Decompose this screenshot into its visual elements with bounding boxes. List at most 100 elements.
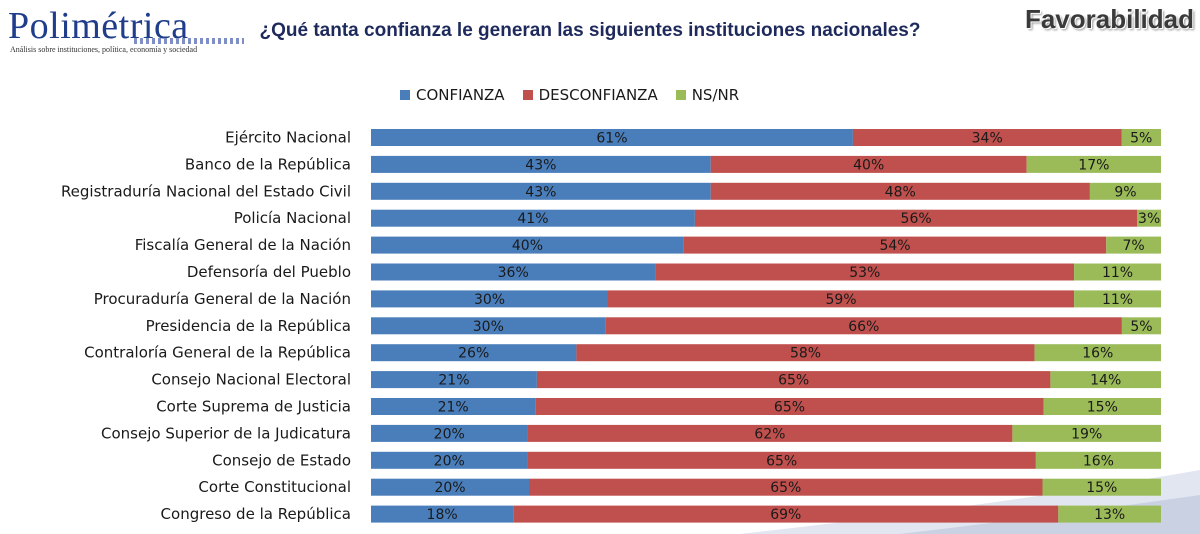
data-label-ns-nr: 13% (1094, 507, 1125, 523)
bar-confianza (371, 129, 853, 146)
bar-desconfianza (535, 398, 1044, 415)
bar-ns-nr (1043, 398, 1161, 415)
bar-ns-nr (1121, 129, 1161, 146)
bar-confianza (371, 290, 608, 308)
category-label: Banco de la República (185, 155, 351, 173)
category-label: Congreso de la República (161, 505, 351, 523)
bar-confianza (371, 317, 606, 335)
bar-desconfianza (605, 317, 1122, 335)
data-label-desconfianza: 65% (778, 373, 809, 389)
bar-ns-nr (1050, 371, 1161, 389)
data-label-desconfianza: 53% (849, 265, 880, 281)
category-label: Consejo Nacional Electoral (151, 371, 351, 389)
bar-desconfianza (710, 182, 1090, 200)
bar-desconfianza (576, 344, 1035, 362)
bar-ns-nr (1074, 290, 1161, 308)
data-label-confianza: 20% (434, 426, 465, 442)
category-label: Presidencia de la República (146, 317, 351, 335)
legend-label-confianza: CONFIANZA (416, 86, 505, 104)
data-label-confianza: 40% (512, 238, 543, 254)
bar-ns-nr (1035, 451, 1161, 469)
category-label: Policía Nacional (234, 209, 351, 227)
category-label: Consejo Superior de la Judicatura (101, 424, 351, 442)
bar-confianza (371, 424, 528, 442)
data-label-ns-nr: 15% (1087, 400, 1118, 416)
data-label-confianza: 20% (434, 453, 465, 469)
data-label-confianza: 26% (458, 346, 489, 362)
data-label-confianza: 43% (525, 184, 556, 200)
data-label-desconfianza: 54% (879, 238, 910, 254)
bar-desconfianza (536, 371, 1051, 389)
bar-desconfianza (710, 155, 1027, 173)
bar-confianza (371, 209, 695, 227)
legend-label-desconfianza: DESCONFIANZA (538, 86, 658, 104)
bar-confianza (371, 398, 536, 415)
data-label-confianza: 41% (517, 211, 548, 227)
data-label-desconfianza: 65% (774, 400, 805, 416)
data-label-confianza: 18% (427, 507, 458, 523)
bar-confianza (371, 451, 528, 469)
legend-swatch-nsnr (675, 90, 686, 100)
bar-ns-nr (1121, 317, 1161, 335)
bar-ns-nr (1012, 424, 1161, 442)
legend-swatch-desconfianza (522, 90, 533, 100)
data-label-desconfianza: 34% (972, 131, 1003, 147)
bar-confianza (371, 182, 711, 200)
bar-ns-nr (1034, 344, 1161, 362)
data-label-desconfianza: 48% (885, 184, 916, 200)
category-label: Defensoría del Pueblo (187, 263, 351, 281)
data-label-desconfianza: 66% (848, 319, 879, 335)
bar-desconfianza (655, 263, 1075, 281)
bar-confianza (371, 371, 537, 389)
data-label-desconfianza: 65% (766, 453, 797, 469)
data-label-desconfianza: 58% (790, 346, 821, 362)
bar-desconfianza (852, 129, 1122, 146)
data-label-ns-nr: 16% (1082, 346, 1113, 362)
data-label-confianza: 20% (434, 480, 465, 496)
data-label-ns-nr: 5% (1130, 131, 1152, 147)
data-label-desconfianza: 65% (770, 480, 801, 496)
data-label-ns-nr: 11% (1102, 265, 1133, 281)
bar-desconfianza (527, 424, 1013, 442)
bar-ns-nr (1089, 182, 1161, 200)
data-label-ns-nr: 15% (1086, 480, 1117, 496)
bar-desconfianza (513, 505, 1059, 523)
category-label: Contraloría General de la República (84, 344, 351, 362)
bar-ns-nr (1026, 155, 1161, 173)
bar-desconfianza (608, 290, 1075, 308)
chart-title: ¿Qué tanta confianza le generan las sigu… (259, 20, 921, 41)
data-label-ns-nr: 11% (1102, 292, 1133, 308)
legend-item-desconfianza: DESCONFIANZA (522, 86, 658, 104)
data-label-ns-nr: 14% (1090, 373, 1121, 389)
category-label: Corte Constitucional (198, 478, 351, 496)
data-label-confianza: 30% (473, 319, 504, 335)
data-label-desconfianza: 40% (853, 157, 884, 173)
legend-swatch-confianza (400, 90, 410, 100)
data-label-desconfianza: 56% (901, 211, 932, 227)
bar-ns-nr (1042, 478, 1161, 496)
bar-desconfianza (694, 209, 1138, 227)
legend-item-nsnr: NS/NR (675, 86, 740, 104)
bar-confianza (371, 263, 656, 281)
category-label: Procuraduría General de la Nación (94, 290, 351, 308)
data-label-confianza: 21% (438, 373, 469, 389)
bar-confianza (371, 155, 711, 173)
data-label-desconfianza: 69% (770, 507, 801, 523)
legend-label-nsnr: NS/NR (691, 86, 740, 104)
data-label-confianza: 61% (596, 131, 627, 147)
data-label-confianza: 30% (474, 292, 505, 308)
data-label-ns-nr: 19% (1071, 426, 1102, 442)
chart-legend: CONFIANZA DESCONFIANZA NS/NR (400, 86, 739, 104)
data-label-ns-nr: 3% (1138, 211, 1160, 227)
bar-ns-nr (1074, 263, 1161, 281)
logo-stripes (134, 38, 244, 44)
bar-confianza (371, 505, 514, 523)
bar-confianza (371, 236, 684, 254)
bar-confianza (371, 478, 529, 496)
bar-desconfianza (529, 478, 1043, 496)
data-label-confianza: 36% (498, 265, 529, 281)
favorability-badge: Favorabilidad (1024, 4, 1194, 34)
category-label: Consejo de Estado (212, 451, 351, 469)
data-label-ns-nr: 9% (1114, 184, 1136, 200)
